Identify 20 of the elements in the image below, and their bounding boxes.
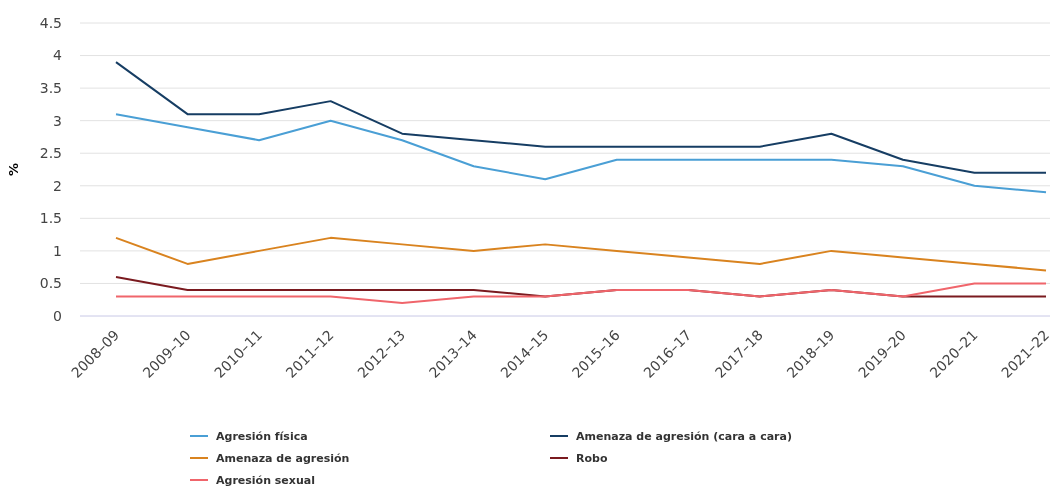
- y-tick-label: 1: [53, 242, 62, 259]
- legend-label: Agresión física: [216, 429, 308, 443]
- y-tick-label: 2: [53, 177, 62, 194]
- y-tick-label: 3.5: [39, 80, 62, 97]
- y-tick-label: 0: [53, 307, 62, 324]
- y-tick-label: 3: [53, 112, 62, 129]
- line-series: [115, 282, 1047, 304]
- line-series: [115, 113, 1047, 194]
- legend-label: Agresión sexual: [216, 473, 315, 487]
- line-series: [115, 61, 1047, 174]
- y-axis-title: %: [6, 162, 21, 177]
- legend-label: Amenaza de agresión (cara a cara): [576, 429, 792, 443]
- legend-label: Amenaza de agresión: [216, 451, 350, 465]
- y-tick-label: 0.5: [39, 275, 62, 292]
- y-tick-label: 2.5: [39, 145, 62, 162]
- y-tick-label: 4.5: [39, 14, 62, 31]
- line-series: [115, 236, 1047, 272]
- y-tick-label: 1.5: [39, 210, 62, 227]
- y-tick-label: 4: [53, 47, 63, 64]
- legend-label: Robo: [576, 451, 608, 465]
